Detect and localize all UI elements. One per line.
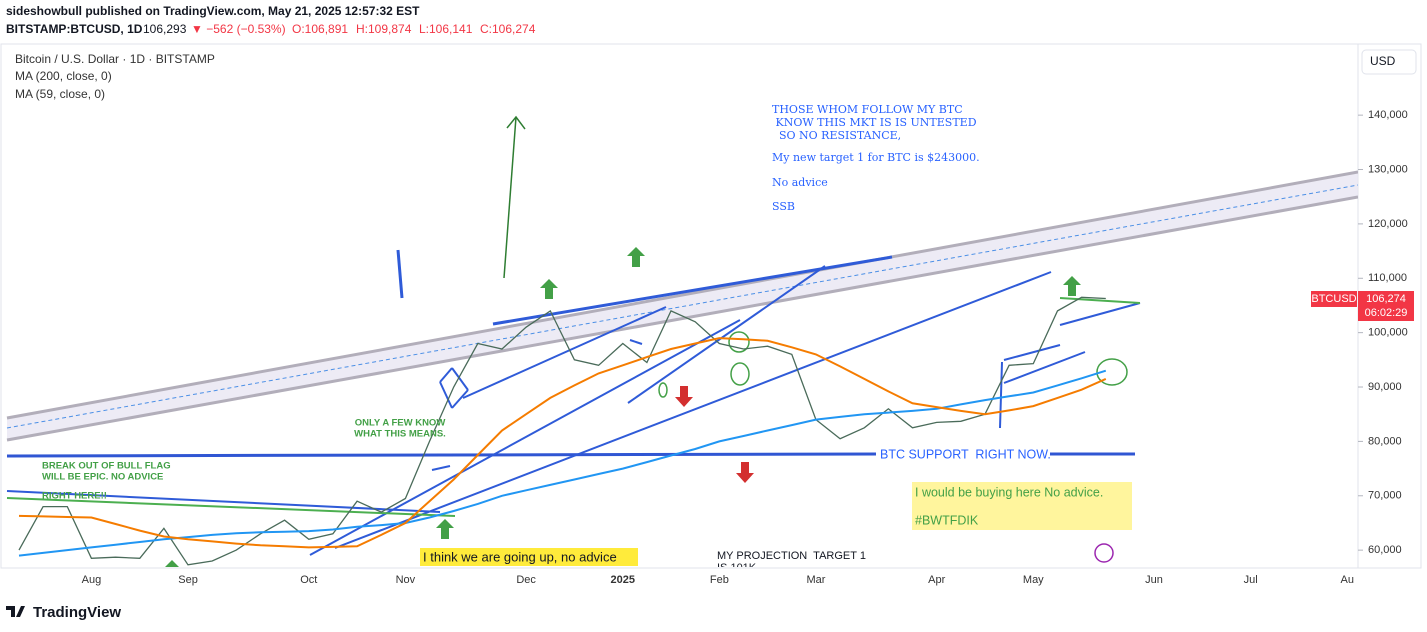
note: WHAT THIS MEANS. — [354, 429, 446, 440]
symbol: BITSTAMP:BTCUSD, 1D — [6, 22, 143, 36]
price-tag-price: 106,274 — [1366, 293, 1406, 305]
channel-bottom — [6, 195, 1358, 442]
trendlines — [6, 249, 1141, 556]
legend-ma59: MA (59, close, 0) — [15, 87, 105, 101]
note-box — [912, 482, 1132, 530]
support-label: BTC SUPPORT RIGHT NOW. — [880, 447, 1051, 461]
y-tick-label: 70,000 — [1368, 490, 1402, 502]
footer: TradingView — [33, 604, 121, 621]
channel-top — [6, 170, 1358, 420]
circles — [658, 331, 1128, 398]
note: My new target 1 for BTC is $243000. — [772, 151, 980, 164]
flag-line — [1059, 297, 1141, 304]
ohlc-line: BITSTAMP:BTCUSD, 1D 106,293 ▼ −562 (−0.5… — [6, 22, 536, 36]
note: #BWTFDIK — [915, 513, 979, 527]
y-tick-label: 80,000 — [1368, 435, 1402, 447]
currency: USD — [1370, 54, 1396, 68]
channel-mid — [6, 184, 1358, 429]
y-tick-label: 100,000 — [1368, 327, 1408, 339]
series-line — [18, 296, 1106, 566]
price-tag — [1358, 291, 1414, 321]
symbol-tag — [1311, 291, 1357, 307]
x-tick-label: Sep — [178, 574, 198, 586]
logo: TradingView — [6, 604, 121, 621]
x-tick-label: 2025 — [611, 574, 635, 586]
legend-ma200: MA (200, close, 0) — [15, 69, 112, 83]
support-line — [6, 452, 881, 458]
x-tick-label: Apr — [928, 574, 945, 586]
y-tick-label: 110,000 — [1368, 272, 1407, 284]
note: KNOW THIS MKT IS IS UNTESTED — [772, 116, 977, 129]
note: SSB — [772, 200, 795, 213]
price-tag-countdown: 06:02:29 — [1365, 307, 1408, 319]
change: ▼ −562 (−0.53%) — [191, 22, 286, 36]
note-box — [420, 548, 638, 566]
note: THOSE WHOM FOLLOW MY BTC — [772, 103, 963, 116]
y-tick-label: 90,000 — [1368, 381, 1402, 393]
series-line — [18, 337, 1107, 549]
x-tick-label: May — [1023, 574, 1044, 586]
note: RIGHT HERE!! — [42, 491, 107, 502]
high: H:109,874 — [356, 22, 412, 36]
note: I would be buying here No advice. — [915, 485, 1103, 499]
series-line — [18, 369, 1107, 557]
x-tick-label: Aug — [82, 574, 102, 586]
y-tick-label: 120,000 — [1368, 218, 1408, 230]
x-tick-label: Oct — [300, 574, 317, 586]
note: ONLY A FEW KNOW — [355, 418, 446, 429]
y-tick-label: 60,000 — [1368, 544, 1402, 556]
note: IS 101K — [717, 562, 757, 574]
y-tick-label: 130,000 — [1368, 163, 1408, 175]
note: No advice — [772, 176, 828, 189]
up-arrows — [165, 247, 1081, 567]
x-tick-label: Au — [1341, 574, 1354, 586]
label-bg — [876, 446, 1050, 463]
open: O:106,891 — [292, 22, 348, 36]
symbol-tag-text: BTCUSD — [1311, 293, 1356, 305]
down-arrows — [675, 386, 754, 483]
note: BREAK OUT OF BULL FLAG — [42, 461, 171, 472]
x-tick-label: Dec — [516, 574, 536, 586]
x-tick-label: Nov — [396, 574, 416, 586]
y-tick-label: 140,000 — [1368, 109, 1408, 121]
note: MY PROJECTION TARGET 1 — [717, 550, 866, 562]
note: I think we are going up, no advice — [423, 549, 617, 564]
x-tick-label: Jun — [1145, 574, 1163, 586]
note: WILL BE EPIC. NO ADVICE — [42, 472, 163, 483]
close: C:106,274 — [480, 22, 536, 36]
flag-line — [6, 497, 456, 517]
target-arrow — [503, 115, 526, 279]
icon[interactable] — [1094, 543, 1114, 563]
frame — [0, 43, 1422, 569]
x-tick-label: Mar — [806, 574, 825, 586]
x-tick-label: Feb — [710, 574, 729, 586]
currency-button[interactable] — [1361, 49, 1417, 75]
publisher: sideshowbull published on TradingView.co… — [6, 4, 420, 18]
plot — [6, 115, 1358, 567]
last: 106,293 — [143, 22, 187, 36]
low: L:106,141 — [419, 22, 473, 36]
legend-title: Bitcoin / U.S. Dollar · 1D · BITSTAMP — [15, 52, 215, 66]
annotations: THOSE WHOM FOLLOW MY BTC KNOW THIS MKT I… — [42, 103, 1132, 574]
note: SO NO RESISTANCE, — [772, 129, 901, 142]
x-tick-label: Jul — [1244, 574, 1258, 586]
